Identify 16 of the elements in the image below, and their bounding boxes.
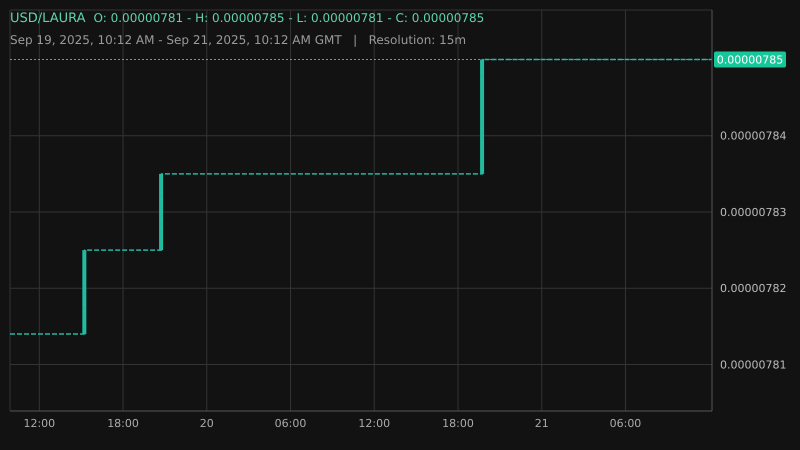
x-tick-label: 20 (200, 416, 214, 430)
y-tick-label: 0.00000781 (720, 358, 786, 372)
y-tick-label: 0.00000783 (720, 206, 786, 219)
text: Sep 19, 2025, 10:12 AM - Sep 21, 2025, 10:12 AM GMT | Resolution: 15m (10, 33, 466, 47)
x-tick-label: 12:00 (358, 416, 390, 430)
x-tick-label: 06:00 (610, 416, 642, 430)
annotation: O: 0.00000781 - H: 0.00000785 - L: 0.00000781 - C: 0.00000785 (94, 11, 484, 25)
x-tick-label: 18:00 (107, 416, 139, 430)
chart-title: USD/LAURA (10, 11, 86, 26)
x-tick-label: 21 (534, 416, 549, 430)
y-tick-label: 0.00000784 (720, 130, 786, 143)
ref-line-label: 0.00000785 (716, 54, 784, 67)
x-tick-label: 06:00 (274, 416, 306, 430)
y-tick-label: 0.00000782 (720, 282, 786, 296)
x-tick-label: 18:00 (442, 416, 474, 430)
x-tick-label: 12:00 (23, 416, 56, 430)
